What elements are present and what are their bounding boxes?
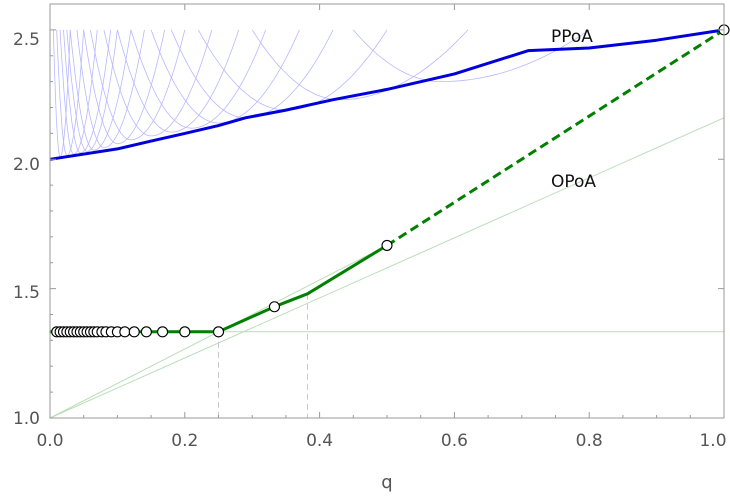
y-tick-label: 2.0 — [13, 155, 40, 175]
family-curve — [66, 29, 118, 152]
series-label-ppoa: PPoA — [551, 27, 593, 47]
series-line-opoa — [50, 244, 388, 334]
family-curve — [117, 29, 240, 133]
axis-ticks — [49, 4, 725, 419]
family-curve — [59, 29, 98, 155]
y-tick-label: 1.5 — [13, 283, 40, 303]
family-curve — [103, 29, 213, 137]
x-tick-label: 1.0 — [699, 431, 726, 451]
family-curve — [352, 29, 590, 83]
series-lines — [49, 28, 725, 334]
data-markers — [51, 24, 730, 338]
reference-lines — [49, 117, 725, 419]
x-tick-label: 0.4 — [306, 431, 333, 451]
x-tick-label: 0.8 — [576, 431, 603, 451]
data-point — [381, 239, 393, 251]
family-curve — [53, 29, 71, 158]
family-curves — [53, 29, 590, 158]
family-curve — [63, 29, 112, 154]
family-curve — [83, 29, 165, 145]
family-curve — [130, 29, 267, 129]
series-line-ppoa — [49, 28, 725, 161]
data-point — [179, 326, 191, 338]
x-tick-label: 0.2 — [171, 431, 198, 451]
y-tick-label: 2.5 — [13, 30, 40, 50]
y-tick-label: 1.0 — [13, 409, 40, 429]
x-tick-label: 0.6 — [441, 431, 468, 451]
reference-line — [49, 117, 725, 419]
family-curve — [251, 29, 469, 101]
data-point — [268, 301, 280, 313]
x-axis-label: q — [381, 472, 392, 493]
x-tick-label: 0.0 — [36, 431, 63, 451]
data-point — [140, 326, 152, 338]
data-point — [128, 326, 140, 338]
data-point — [157, 326, 169, 338]
plot-frame — [49, 3, 725, 419]
family-curve — [90, 29, 186, 141]
family-curve — [56, 29, 85, 156]
data-point — [212, 326, 225, 338]
data-point — [119, 326, 131, 338]
family-curve — [76, 29, 145, 149]
series-line-opoa-dashed — [386, 28, 725, 247]
series-label-opoa: OPoA — [551, 172, 596, 192]
